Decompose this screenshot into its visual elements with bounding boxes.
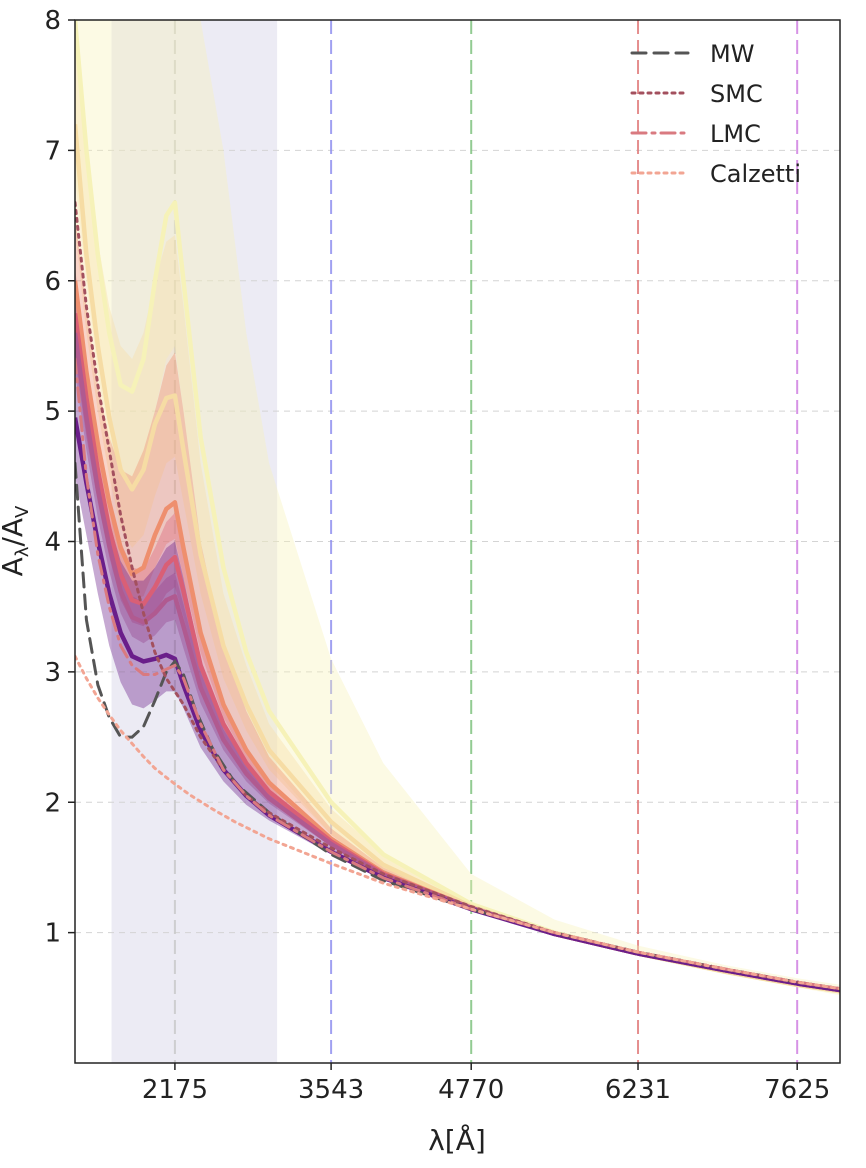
reference-curve-calzetti: [75, 654, 840, 991]
band-fill: [75, 20, 840, 996]
legend-label: Calzetti: [710, 160, 801, 188]
y-tick-label: 3: [44, 658, 61, 688]
legend-label: SMC: [710, 80, 763, 108]
y-tick-label: 7: [44, 136, 61, 166]
y-tick-label: 6: [44, 267, 61, 297]
y-tick-label: 5: [44, 397, 61, 427]
x-tick-label: 4770: [438, 1075, 504, 1105]
y-tick-label: 1: [44, 919, 61, 949]
legend-label: LMC: [710, 120, 761, 148]
reference-curves: [75, 201, 840, 991]
x-tick-label: 6231: [605, 1075, 671, 1105]
axis-ticks: 2175 3543 4770 6231 7625 1 2 3 4 5 6 7 8: [44, 6, 830, 1105]
x-tick-label: 3543: [298, 1075, 364, 1105]
reference-wavelength-lines: [173, 20, 799, 1063]
y-tick-label: 8: [44, 6, 61, 36]
y-tick-label: 4: [44, 528, 61, 558]
legend-label: MW: [710, 40, 754, 68]
x-axis-label: λ[Å]: [428, 1123, 486, 1157]
plot-background: [111, 20, 278, 1063]
x-tick-label: 7625: [764, 1075, 830, 1105]
uv-shaded-region: [111, 20, 278, 1063]
y-axis-label: Aλ/AV: [0, 505, 33, 576]
x-tick-label: 2175: [142, 1075, 208, 1105]
y-tick-label: 2: [44, 788, 61, 818]
legend: MW SMC LMC Calzetti: [630, 40, 801, 188]
